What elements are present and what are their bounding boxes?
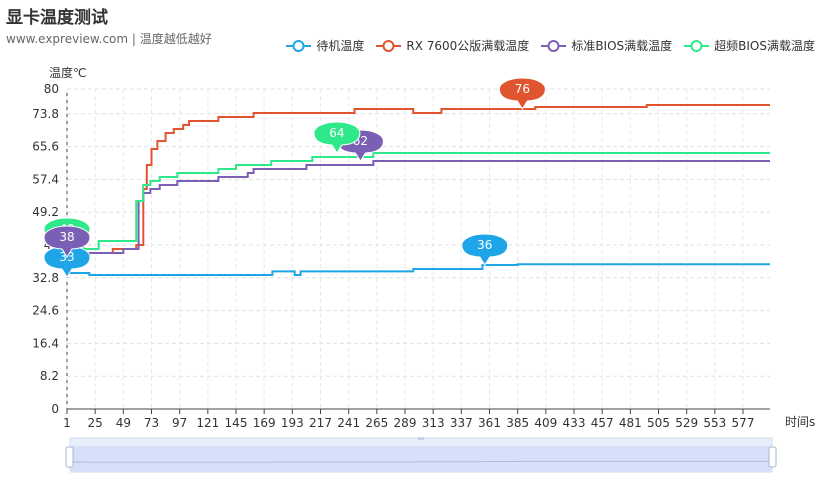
- x-tick-label: 97: [172, 416, 187, 430]
- marker-pin-label: 76: [515, 82, 530, 96]
- x-tick-label: 361: [478, 416, 501, 430]
- x-tick-label: 457: [591, 416, 614, 430]
- legend-swatch-icon: [541, 39, 567, 52]
- legend-label-oc-bios: 超频BIOS满载温度: [714, 39, 815, 53]
- x-tick-label: 337: [450, 416, 473, 430]
- series-line-0: [67, 263, 770, 276]
- y-tick-label: 49.2: [32, 205, 59, 219]
- x-tick-label: 577: [732, 416, 755, 430]
- y-tick-label: 8.2: [40, 369, 59, 383]
- x-tick-label: 505: [647, 416, 670, 430]
- x-tick-label: 193: [281, 416, 304, 430]
- x-tick-label: 241: [337, 416, 360, 430]
- x-tick-label: 25: [88, 416, 103, 430]
- y-tick-label: 73.8: [32, 107, 59, 121]
- zoom-selection[interactable]: [70, 446, 772, 472]
- legend-label-idle: 待机温度: [316, 39, 365, 53]
- marker-pin: 38: [43, 225, 91, 258]
- x-tick-label: 265: [365, 416, 388, 430]
- legend-item-oc-bios[interactable]: 超频BIOS满载温度: [684, 37, 815, 54]
- series-markers: 33367662403864: [43, 77, 546, 278]
- x-tick-label: 553: [703, 416, 726, 430]
- legend-item-standard-bios[interactable]: 标准BIOS满载温度: [541, 37, 672, 54]
- x-tick-label: 433: [563, 416, 586, 430]
- legend-swatch-icon: [376, 39, 402, 52]
- marker-pin-label: 64: [329, 126, 344, 140]
- zoom-top-grip[interactable]: [418, 437, 424, 440]
- x-axis-label: 时间s: [785, 415, 815, 429]
- marker-pin-shape: [313, 121, 361, 154]
- y-axis-label: 温度℃: [49, 65, 86, 80]
- y-tick-label: 0: [51, 402, 59, 416]
- series-line-2: [67, 160, 770, 254]
- x-tick-label: 529: [675, 416, 698, 430]
- data-zoom-slider[interactable]: [65, 437, 777, 473]
- marker-pin-shape: [461, 233, 509, 266]
- x-tick-label: 169: [253, 416, 276, 430]
- x-tick-label: 481: [619, 416, 642, 430]
- chart-title: 显卡温度测试: [6, 8, 108, 28]
- x-tick-label: 385: [506, 416, 529, 430]
- legend: 待机温度 RX 7600公版满载温度 标准BIOS满载温度 超频BIOS满载温度: [286, 37, 815, 54]
- series-line-3: [67, 152, 770, 250]
- x-tick-label: 289: [394, 416, 417, 430]
- x-tick-label: 1: [63, 416, 71, 430]
- y-tick-label: 24.6: [32, 304, 59, 318]
- marker-pin: 64: [313, 121, 361, 154]
- marker-pin-label: 38: [59, 230, 74, 244]
- x-tick-label: 49: [116, 416, 131, 430]
- chart-subtitle: www.expreview.com | 温度越低越好: [6, 32, 212, 46]
- x-tick-label: 121: [196, 416, 219, 430]
- grid: [66, 88, 770, 410]
- marker-pin: 36: [461, 233, 509, 266]
- y-tick-label: 16.4: [32, 336, 59, 350]
- legend-label-standard-bios: 标准BIOS满载温度: [571, 39, 673, 53]
- x-tick-label: 145: [225, 416, 248, 430]
- x-axis: 1 25 49 73 97 121 145 169 193 217 241 265 289 313 337 3…: [63, 409, 754, 430]
- y-tick-label: 65.6: [32, 140, 59, 154]
- x-tick-label: 409: [534, 416, 557, 430]
- y-tick-label: 80: [44, 82, 59, 96]
- legend-label-rx7600: RX 7600公版满载温度: [406, 39, 530, 53]
- marker-pin-label: 36: [477, 238, 492, 252]
- series-line-1: [67, 104, 770, 258]
- marker-pin-shape: [43, 225, 91, 258]
- y-tick-label: 57.4: [32, 172, 59, 186]
- marker-pin: 76: [498, 77, 546, 110]
- x-tick-label: 313: [422, 416, 445, 430]
- legend-swatch-icon: [286, 39, 312, 52]
- marker-pin-shape: [498, 77, 546, 110]
- series-lines: [67, 104, 770, 276]
- legend-item-rx7600[interactable]: RX 7600公版满载温度: [376, 37, 529, 54]
- y-tick-label: 32.8: [32, 271, 59, 285]
- legend-item-idle[interactable]: 待机温度: [286, 37, 364, 54]
- x-tick-label: 217: [309, 416, 332, 430]
- zoom-preview-line: [69, 460, 772, 463]
- legend-swatch-icon: [684, 39, 710, 52]
- zoom-handle-left[interactable]: [65, 446, 74, 468]
- x-tick-label: 73: [144, 416, 159, 430]
- zoom-handle-right[interactable]: [768, 446, 777, 468]
